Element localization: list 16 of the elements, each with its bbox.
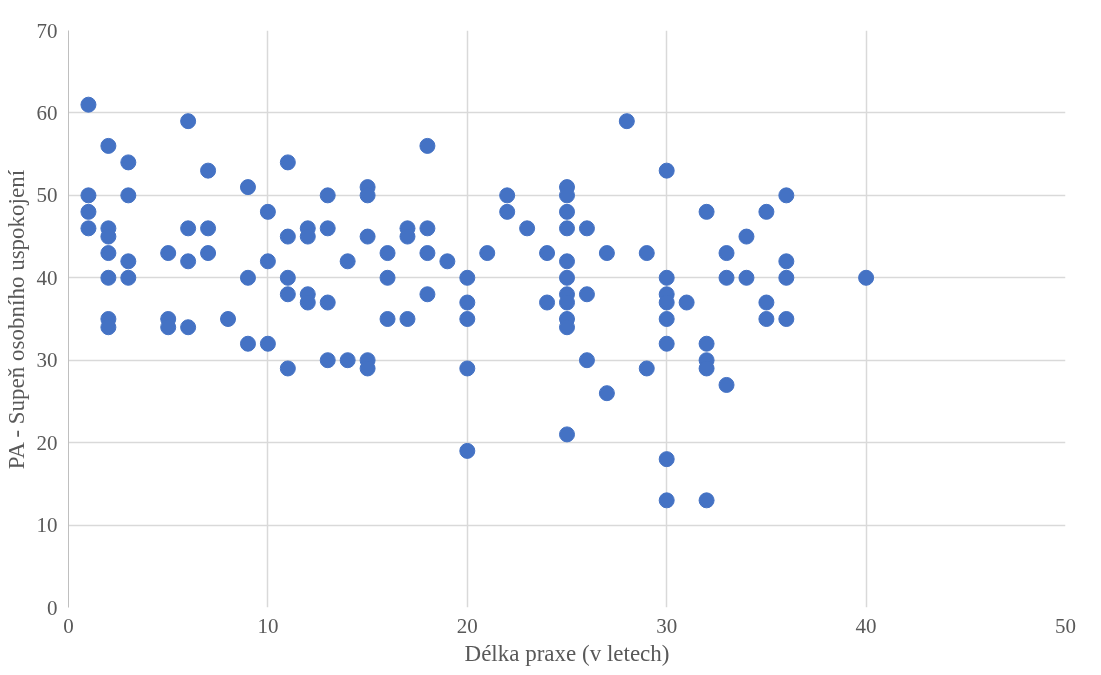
x-tick-label: 40 — [855, 613, 877, 638]
y-tick-label: 0 — [47, 595, 58, 620]
y-tick-label: 60 — [36, 100, 58, 125]
y-tick-label: 50 — [36, 183, 58, 208]
x-tick-label: 50 — [1055, 613, 1076, 638]
y-tick-label: 40 — [36, 265, 58, 290]
x-tick-label: 20 — [456, 613, 478, 638]
x-tick-label: 30 — [656, 613, 678, 638]
y-tick-label: 30 — [36, 348, 58, 373]
y-tick-label: 70 — [36, 18, 58, 43]
y-tick-label: 10 — [36, 513, 58, 538]
x-axis-title: Délka praxe (v letech) — [464, 640, 670, 666]
x-tick-label: 0 — [63, 613, 74, 638]
x-tick-label: 10 — [257, 613, 279, 638]
y-axis-title: PA - Supeň osobního uspokojení — [3, 169, 29, 470]
y-tick-label: 20 — [36, 430, 58, 455]
